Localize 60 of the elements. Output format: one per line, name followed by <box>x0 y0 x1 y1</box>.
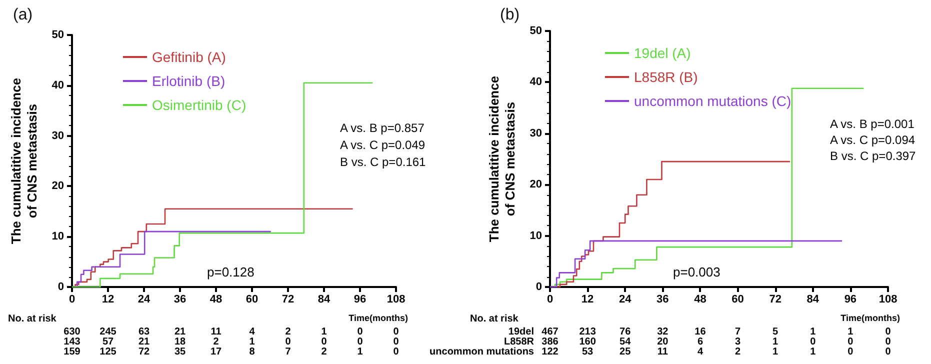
y-axis-title: The cumulatitive incidence of CNS metastasis <box>486 76 518 242</box>
x-tick-label: 72 <box>769 294 782 306</box>
x-tick-label: 0 <box>546 294 554 306</box>
x-tick-label: 96 <box>844 294 857 306</box>
text: L858R 386 160 54 20 6 3 1 0 0 0 <box>504 336 891 348</box>
x-tick-label: 60 <box>732 294 744 306</box>
annotation: A vs. C p=0.049 <box>340 138 426 152</box>
annotation: B vs. C p=0.161 <box>340 155 426 169</box>
annotation: p=0.003 <box>673 264 720 280</box>
y-tick-label: 50 <box>530 25 542 37</box>
y-tick-label: 20 <box>52 180 64 192</box>
y-tick-label: 20 <box>530 178 542 191</box>
x-tick-label: 36 <box>174 294 186 306</box>
chart-title: (a) <box>13 6 33 24</box>
annotation: A vs. B p=0.857 <box>340 121 425 135</box>
y-axis-title: The cumulatitive incidence of CNS metastasis <box>8 78 40 244</box>
legend-label: 19del (A) <box>634 45 691 61</box>
x-tick-label: 12 <box>581 294 594 306</box>
text: uncommon mutations 122 53 25 11 4 2 1 1 0 0 <box>430 346 891 358</box>
x-tick-label: 96 <box>354 294 366 306</box>
x-tick-label: 108 <box>386 294 406 306</box>
y-tick-label: 0 <box>536 281 542 293</box>
x-tick-label: 12 <box>102 294 114 306</box>
text: No. at risk <box>8 314 57 324</box>
text: 159 125 72 35 17 8 7 2 1 0 <box>64 346 399 358</box>
annotation: B vs. C p=0.397 <box>830 149 916 163</box>
legend-label: uncommon mutations (C) <box>634 93 792 109</box>
x-tick-label: 84 <box>318 294 331 306</box>
text: No. at risk <box>470 314 519 324</box>
legend-label: Osimertinib (C) <box>152 97 246 113</box>
y-tick-label: 30 <box>530 127 542 140</box>
y-tick-label: 40 <box>530 76 542 88</box>
text: 143 57 21 18 2 1 0 0 0 0 <box>64 336 399 348</box>
x-tick-label: 72 <box>282 294 294 306</box>
legend-label: L858R (B) <box>634 69 698 85</box>
x-axis-title: Time(months) <box>840 313 900 323</box>
annotation: A vs. B p=0.001 <box>830 117 915 131</box>
text: 19del 467 213 76 32 16 7 5 1 1 0 <box>508 326 891 338</box>
text: 630 245 63 21 11 4 2 1 0 0 <box>64 326 399 338</box>
x-tick-label: 0 <box>68 294 76 306</box>
x-axis-title: Time(months) <box>348 313 408 323</box>
x-tick-label: 108 <box>878 294 898 306</box>
y-tick-label: 10 <box>530 230 542 242</box>
y-tick-label: 40 <box>52 79 64 92</box>
annotation: A vs. C p=0.094 <box>830 133 916 147</box>
x-tick-label: 24 <box>618 294 632 306</box>
legend-label: Erlotinib (B) <box>152 73 226 89</box>
x-tick-label: 48 <box>694 294 706 306</box>
y-tick-label: 0 <box>58 281 64 293</box>
y-tick-label: 30 <box>52 130 64 142</box>
x-tick-label: 84 <box>806 294 820 306</box>
legend-label: Gefitinib (A) <box>152 49 226 65</box>
annotation: p=0.128 <box>207 264 254 280</box>
chart-title: (b) <box>500 6 520 24</box>
x-tick-label: 48 <box>210 294 222 306</box>
y-tick-label: 50 <box>52 29 64 41</box>
y-tick-label: 10 <box>52 230 64 243</box>
x-tick-label: 36 <box>656 294 669 306</box>
x-tick-label: 24 <box>138 294 151 306</box>
x-tick-label: 60 <box>246 294 258 306</box>
